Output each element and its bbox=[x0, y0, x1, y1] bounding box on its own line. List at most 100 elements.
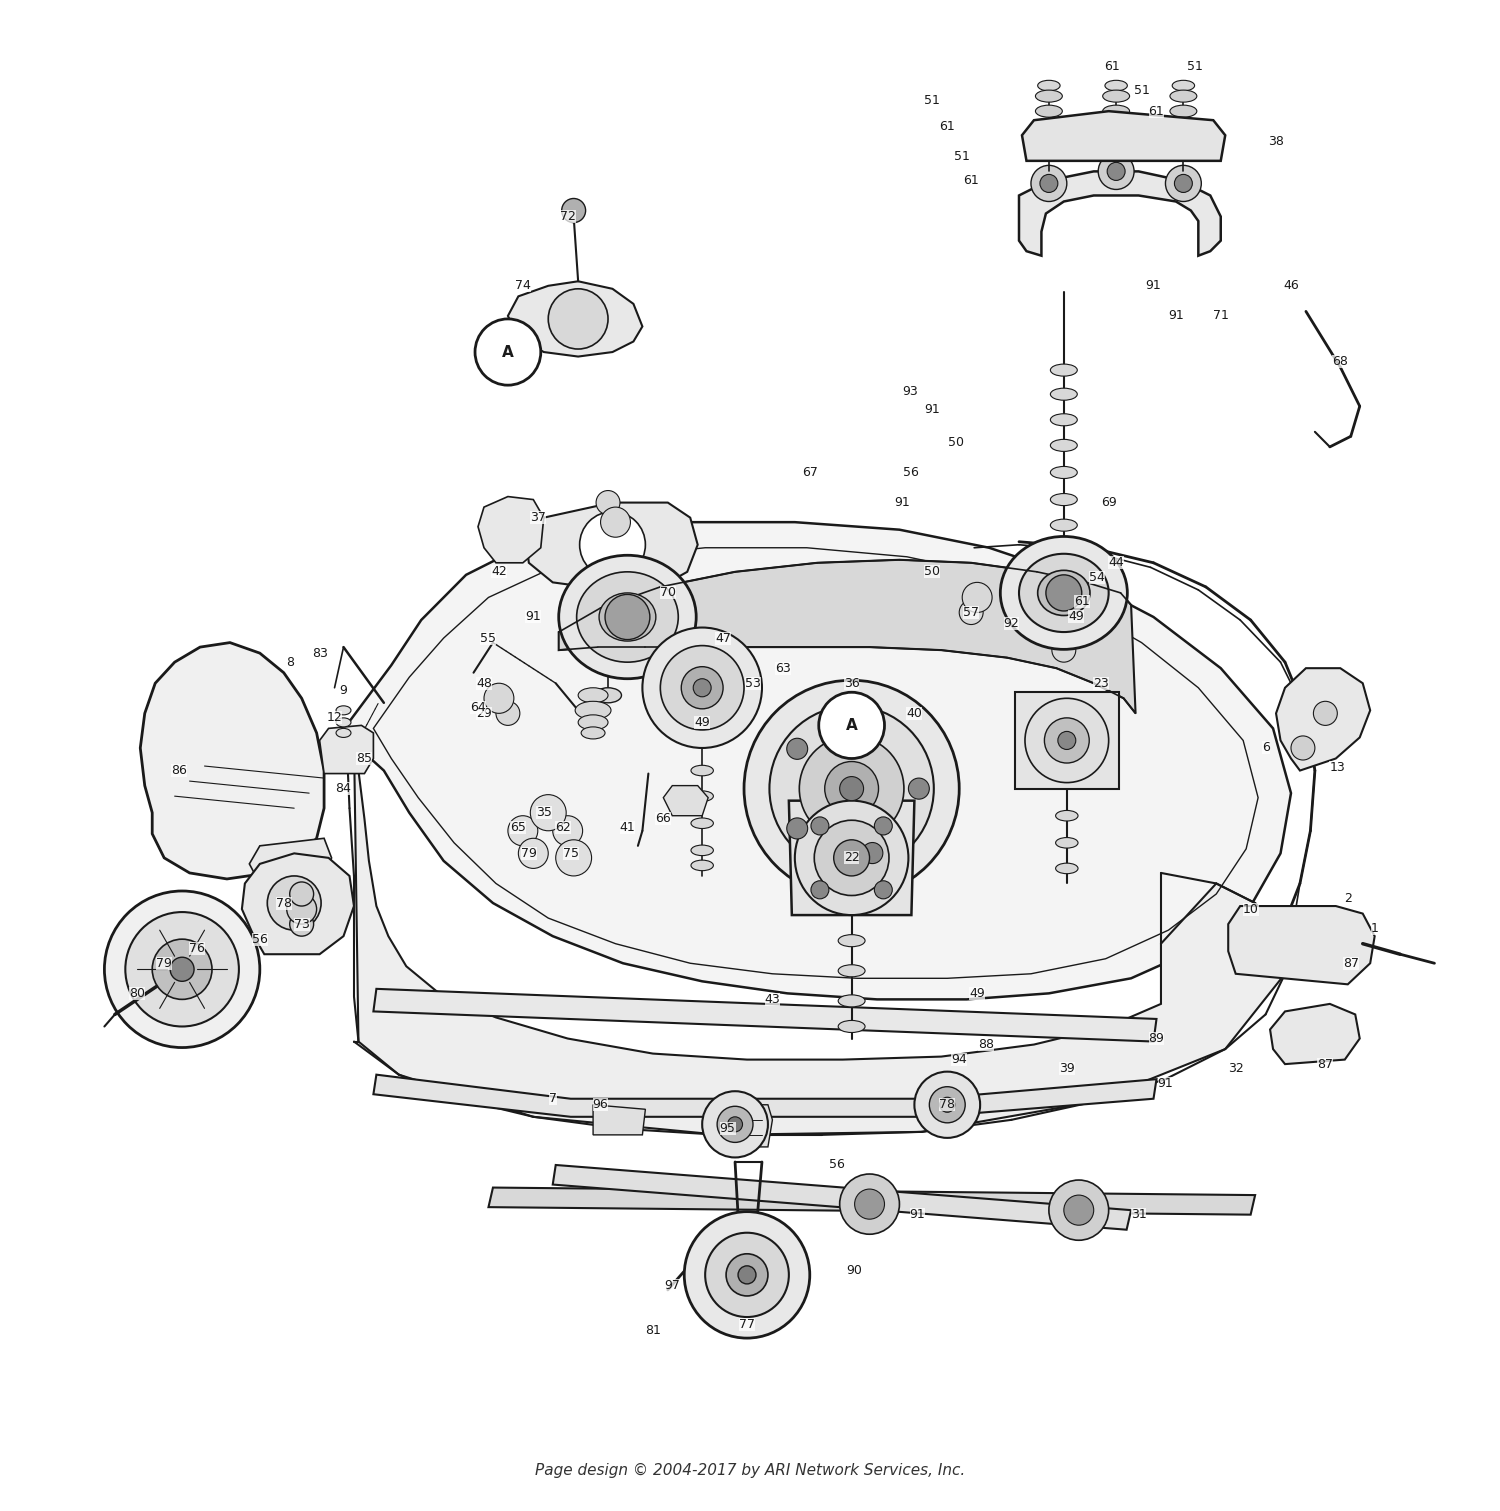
Circle shape bbox=[840, 777, 864, 801]
Text: 77: 77 bbox=[740, 1318, 754, 1331]
Ellipse shape bbox=[839, 935, 866, 947]
Text: 31: 31 bbox=[1131, 1209, 1146, 1221]
Ellipse shape bbox=[1050, 520, 1077, 532]
Ellipse shape bbox=[1050, 494, 1077, 506]
Ellipse shape bbox=[580, 727, 604, 739]
Circle shape bbox=[561, 198, 585, 222]
Text: 70: 70 bbox=[660, 586, 676, 600]
Text: 23: 23 bbox=[1094, 677, 1108, 689]
Text: 65: 65 bbox=[510, 822, 526, 834]
Ellipse shape bbox=[1102, 106, 1130, 118]
Text: 39: 39 bbox=[1059, 1062, 1074, 1076]
Text: 84: 84 bbox=[336, 783, 351, 795]
Text: 71: 71 bbox=[1214, 310, 1228, 322]
Circle shape bbox=[1292, 736, 1316, 760]
Circle shape bbox=[834, 840, 870, 876]
Text: Page design © 2004-2017 by ARI Network Services, Inc.: Page design © 2004-2017 by ARI Network S… bbox=[536, 1463, 964, 1478]
Text: 91: 91 bbox=[1158, 1077, 1173, 1091]
Text: 12: 12 bbox=[327, 712, 342, 724]
Text: 66: 66 bbox=[656, 813, 670, 825]
Text: 56: 56 bbox=[828, 1159, 844, 1171]
Circle shape bbox=[717, 1106, 753, 1142]
Ellipse shape bbox=[336, 718, 351, 727]
Text: 90: 90 bbox=[846, 1263, 862, 1277]
Ellipse shape bbox=[1035, 106, 1062, 118]
Polygon shape bbox=[354, 740, 1286, 1135]
Text: 78: 78 bbox=[276, 896, 291, 910]
Text: 81: 81 bbox=[645, 1324, 662, 1337]
Ellipse shape bbox=[1050, 388, 1077, 400]
Text: 38: 38 bbox=[1268, 134, 1284, 148]
Circle shape bbox=[825, 762, 879, 816]
Ellipse shape bbox=[839, 994, 866, 1006]
Text: 54: 54 bbox=[1089, 571, 1104, 585]
Ellipse shape bbox=[1172, 80, 1194, 91]
Ellipse shape bbox=[1050, 414, 1077, 426]
Circle shape bbox=[531, 795, 566, 831]
Circle shape bbox=[705, 1233, 789, 1318]
Circle shape bbox=[1048, 600, 1072, 624]
Text: 51: 51 bbox=[924, 94, 940, 107]
Ellipse shape bbox=[574, 701, 610, 719]
Circle shape bbox=[1174, 174, 1192, 192]
Text: 51: 51 bbox=[954, 150, 970, 163]
Text: 50: 50 bbox=[948, 435, 964, 449]
Text: 32: 32 bbox=[1228, 1062, 1244, 1076]
Text: 68: 68 bbox=[1332, 355, 1348, 367]
Circle shape bbox=[815, 820, 890, 896]
Text: 61: 61 bbox=[963, 174, 980, 187]
Circle shape bbox=[915, 1071, 980, 1138]
Circle shape bbox=[519, 839, 549, 869]
Circle shape bbox=[726, 1254, 768, 1296]
Ellipse shape bbox=[1038, 80, 1060, 91]
Circle shape bbox=[1166, 165, 1202, 201]
Ellipse shape bbox=[558, 555, 696, 678]
Text: 76: 76 bbox=[189, 941, 206, 955]
Polygon shape bbox=[558, 559, 1136, 713]
Ellipse shape bbox=[1056, 863, 1078, 873]
Ellipse shape bbox=[1170, 106, 1197, 118]
Text: 6: 6 bbox=[1262, 742, 1269, 754]
Text: 62: 62 bbox=[555, 822, 572, 834]
Circle shape bbox=[1052, 638, 1076, 662]
Text: A: A bbox=[846, 718, 858, 733]
Circle shape bbox=[549, 289, 608, 349]
Circle shape bbox=[476, 319, 542, 385]
Circle shape bbox=[840, 1174, 900, 1234]
Polygon shape bbox=[663, 786, 708, 816]
Ellipse shape bbox=[578, 688, 608, 703]
Polygon shape bbox=[320, 725, 374, 774]
Circle shape bbox=[1059, 620, 1083, 644]
Polygon shape bbox=[1270, 1003, 1359, 1064]
Polygon shape bbox=[374, 1074, 1156, 1117]
Circle shape bbox=[874, 817, 892, 836]
Text: 29: 29 bbox=[476, 707, 492, 719]
Circle shape bbox=[819, 692, 885, 759]
Polygon shape bbox=[346, 523, 1292, 999]
Circle shape bbox=[862, 843, 883, 864]
Polygon shape bbox=[1276, 668, 1370, 771]
Circle shape bbox=[596, 491, 619, 515]
Ellipse shape bbox=[839, 1020, 866, 1032]
Text: 92: 92 bbox=[1004, 616, 1020, 630]
Ellipse shape bbox=[1102, 91, 1130, 103]
Text: 57: 57 bbox=[963, 606, 980, 620]
Circle shape bbox=[800, 736, 904, 842]
Circle shape bbox=[126, 913, 238, 1026]
Text: 1: 1 bbox=[1371, 922, 1378, 935]
Text: 91: 91 bbox=[909, 1209, 926, 1221]
Circle shape bbox=[788, 817, 807, 839]
Ellipse shape bbox=[692, 765, 714, 775]
Circle shape bbox=[600, 508, 630, 538]
Ellipse shape bbox=[1056, 810, 1078, 820]
Ellipse shape bbox=[1050, 440, 1077, 452]
Circle shape bbox=[812, 881, 830, 899]
Circle shape bbox=[1044, 718, 1089, 763]
Text: 8: 8 bbox=[285, 656, 294, 669]
Ellipse shape bbox=[1019, 553, 1108, 632]
Text: 49: 49 bbox=[694, 716, 709, 728]
Text: 91: 91 bbox=[525, 610, 542, 624]
Circle shape bbox=[496, 701, 520, 725]
Text: 49: 49 bbox=[1068, 610, 1083, 624]
Text: 91: 91 bbox=[894, 496, 910, 509]
